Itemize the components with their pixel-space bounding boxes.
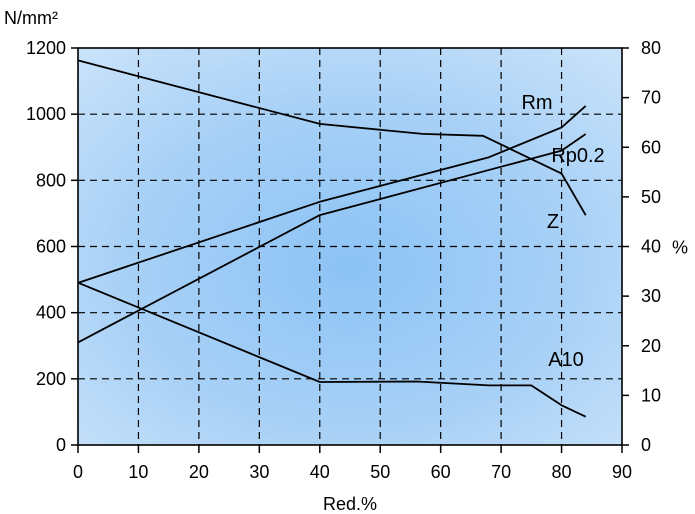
- x-tick-label: 20: [189, 462, 209, 482]
- x-tick-label: 90: [612, 462, 632, 482]
- x-tick-label: 70: [491, 462, 511, 482]
- x-axis-label: Red.%: [323, 494, 377, 514]
- series-line-a10: [77, 281, 587, 418]
- y-right-tick-label: 20: [641, 336, 661, 356]
- y-left-tick-label: 600: [36, 237, 66, 257]
- series-label-rp0-2: Rp0.2: [551, 145, 604, 167]
- x-tick-label: 40: [310, 462, 330, 482]
- x-tick-label: 50: [370, 462, 390, 482]
- y-left-tick-label: 200: [36, 369, 66, 389]
- labels: 0 10 20 30 40 50 60 70 80 90020040060080010001200…: [4, 8, 688, 514]
- y-right-tick-label: 60: [641, 137, 661, 157]
- series-line-rm: [77, 105, 587, 284]
- x-tick-label: 30: [249, 462, 269, 482]
- series-line-rp0-2: [77, 133, 587, 344]
- x-tick-label: 60: [431, 462, 451, 482]
- series-label-z: Z: [547, 211, 559, 233]
- y-left-tick-label: 1200: [26, 38, 66, 58]
- x-tick-label: 10: [128, 462, 148, 482]
- axis-ticks: [71, 47, 629, 453]
- y-right-tick-label: 80: [641, 38, 661, 58]
- curves: [77, 59, 587, 418]
- series-label-a10: A10: [548, 349, 584, 371]
- x-tick-label: 0: [73, 462, 83, 482]
- y-left-tick-label: 400: [36, 303, 66, 323]
- y-right-tick-label: 10: [641, 385, 661, 405]
- y-right-tick-label: 0: [641, 435, 651, 455]
- y-left-axis-label: N/mm²: [4, 8, 58, 28]
- y-right-tick-label: 40: [641, 237, 661, 257]
- y-left-tick-label: 0: [56, 435, 66, 455]
- y-right-axis-label: %: [672, 238, 688, 258]
- x-tick-label: 80: [552, 462, 572, 482]
- y-right-tick-label: 30: [641, 286, 661, 306]
- y-right-tick-label: 50: [641, 187, 661, 207]
- series-label-rm: Rm: [521, 92, 552, 114]
- y-left-tick-label: 1000: [26, 104, 66, 124]
- y-left-tick-label: 800: [36, 170, 66, 190]
- series-line-z: [77, 59, 587, 216]
- y-right-tick-label: 70: [641, 88, 661, 108]
